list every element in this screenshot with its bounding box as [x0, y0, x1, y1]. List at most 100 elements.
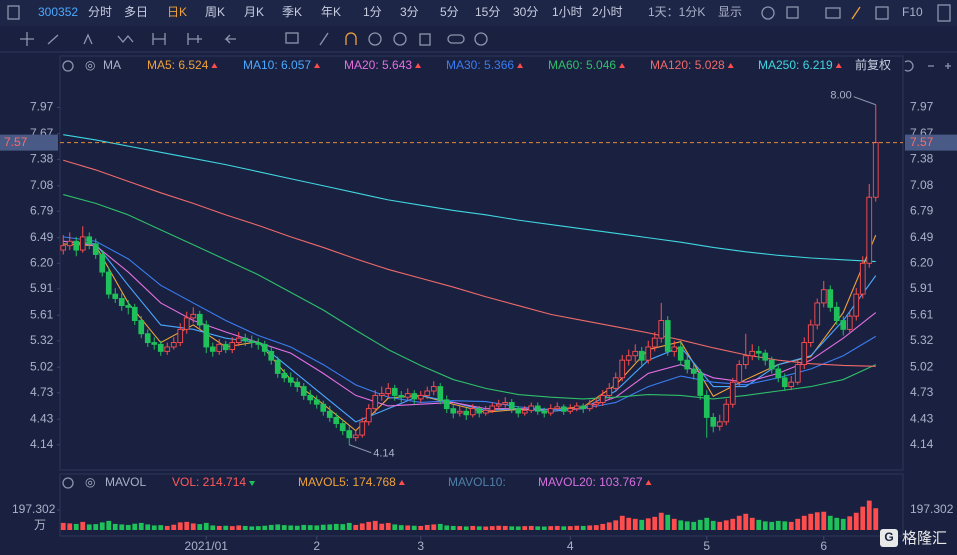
volume-bar [619, 515, 625, 530]
delete-tool[interactable] [419, 33, 431, 46]
period-tab[interactable]: 5分 [440, 5, 459, 19]
pane-buttons[interactable] [904, 60, 951, 72]
candle-body [671, 346, 678, 352]
candle-body [60, 245, 67, 251]
min-label: 4.14 [373, 448, 394, 460]
ma-settings[interactable] [62, 60, 74, 72]
wave-tool[interactable] [117, 34, 134, 44]
candle-body [515, 408, 522, 414]
period-tab[interactable]: 15分 [475, 5, 500, 19]
candle-body [99, 254, 106, 273]
hide-tool[interactable] [393, 32, 407, 46]
line-tool[interactable] [47, 34, 59, 45]
range-tool[interactable] [152, 33, 166, 45]
period-tab[interactable]: 30分 [513, 5, 538, 19]
stock-code[interactable]: 300352 [38, 5, 78, 19]
period-tab[interactable]: 季K [282, 5, 302, 19]
candle-body [801, 342, 808, 366]
draw-icon[interactable] [851, 6, 861, 20]
volume-bar [678, 520, 684, 530]
candle-body [853, 293, 860, 317]
fork-tool[interactable] [83, 33, 93, 45]
candle-body [580, 405, 587, 410]
candle-body [586, 403, 593, 410]
period-select[interactable]: 1天：1分K [648, 5, 705, 19]
menu-icon[interactable] [7, 5, 20, 20]
adjust-mode[interactable]: 前复权 [855, 57, 891, 72]
candle-body [300, 386, 307, 396]
volume-bar [470, 525, 476, 530]
volume-bar [210, 525, 216, 530]
candle-body [723, 403, 730, 423]
pen-tool[interactable] [319, 32, 329, 46]
note-tool[interactable] [285, 32, 299, 44]
candle-body [73, 240, 80, 251]
volume-bar [801, 515, 807, 530]
y-tick-label-right: 4.43 [910, 411, 934, 425]
period-tab[interactable]: 1小时 [552, 5, 583, 19]
candle-body [762, 352, 769, 361]
candle-body [599, 394, 606, 403]
ma-legend: MA120: 5.028 [650, 58, 725, 72]
period-tab[interactable]: 2小时 [592, 5, 623, 19]
volume-bar [860, 506, 866, 530]
volume-bar [411, 525, 417, 530]
candle-body [333, 416, 340, 425]
y-tick-label-right: 7.08 [910, 178, 934, 192]
period-tab[interactable]: 分时 [88, 5, 112, 19]
candle-body [378, 393, 385, 396]
candle-body [365, 408, 372, 423]
volume-bar [242, 525, 248, 530]
period-tab[interactable]: 日K [167, 5, 187, 19]
measure-tool[interactable] [187, 33, 202, 45]
period-tab[interactable]: 多日 [124, 5, 148, 19]
volume-bar [294, 525, 300, 530]
panel-toggle[interactable] [937, 4, 951, 22]
volume-bar [717, 521, 723, 530]
volume-bar [327, 524, 333, 530]
volume-bar [795, 518, 801, 530]
watermark-logo-letter: G [884, 530, 893, 544]
volume-bar [158, 525, 164, 530]
settings-icon[interactable] [761, 6, 775, 20]
ma-legend: MA20: 5.643 [344, 58, 412, 72]
move-tool[interactable] [20, 32, 34, 46]
volume-bar [106, 520, 112, 530]
camera-icon[interactable] [825, 7, 841, 19]
volume-bar [398, 525, 404, 530]
volume-bar [626, 517, 632, 530]
display-select[interactable]: 显示 [718, 5, 742, 19]
candle-body [443, 399, 450, 410]
volume-bar [385, 522, 391, 530]
vol-settings[interactable] [62, 477, 74, 489]
sync-tool[interactable] [368, 32, 382, 46]
volume-bar [827, 515, 833, 530]
volume-bar [80, 521, 86, 530]
checkbox-icon[interactable] [786, 6, 799, 19]
candle-body [196, 313, 203, 326]
arrow-tool[interactable] [224, 34, 236, 44]
volume-bar [99, 522, 105, 530]
candle-body [560, 406, 567, 412]
settings-tool[interactable] [474, 32, 488, 46]
expand-icon[interactable] [875, 6, 889, 20]
period-tab[interactable]: 3分 [400, 5, 419, 19]
period-tab[interactable]: 年K [321, 5, 341, 19]
candle-body [872, 142, 879, 198]
y-tick-label: 5.91 [30, 281, 54, 295]
volume-bar [229, 526, 235, 530]
period-tab[interactable]: 1分 [363, 5, 382, 19]
period-tab[interactable]: 周K [205, 5, 225, 19]
magnet-tool[interactable] [345, 32, 357, 45]
y-tick-label-right: 5.91 [910, 281, 934, 295]
volume-bar [736, 515, 742, 530]
eye-icon[interactable]: ◎ [85, 58, 95, 72]
f10-button[interactable]: F10 [902, 5, 923, 19]
volume-bar [366, 521, 372, 530]
volume-bar [502, 525, 508, 530]
compare-tool[interactable] [447, 34, 465, 44]
volume-bar [632, 518, 638, 530]
period-tab[interactable]: 月K [244, 5, 264, 19]
eye-icon[interactable]: ◎ [85, 475, 95, 489]
